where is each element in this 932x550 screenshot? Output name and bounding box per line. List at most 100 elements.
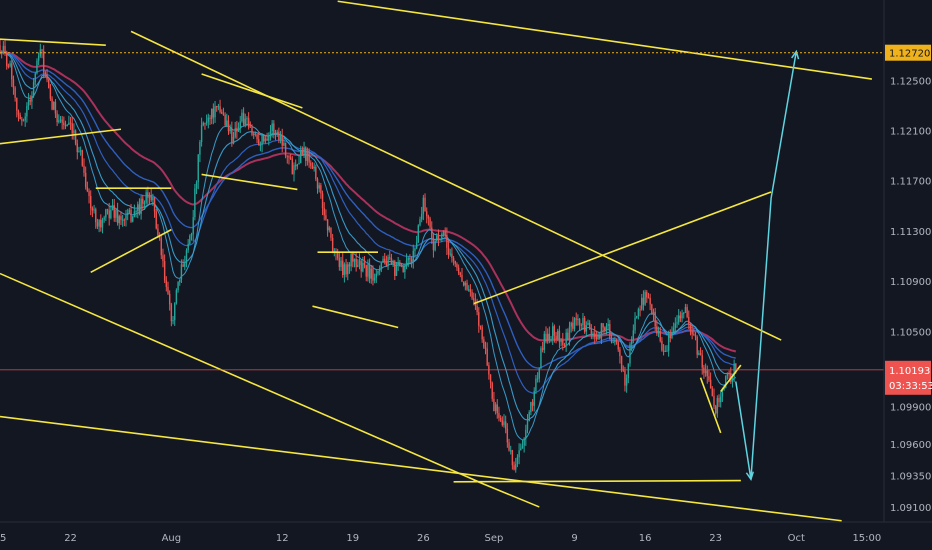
candle <box>659 326 661 343</box>
candle <box>647 292 650 299</box>
candle <box>600 322 603 344</box>
candle-body <box>602 323 604 328</box>
candle-body <box>338 258 341 267</box>
candle-body <box>212 108 215 118</box>
candle <box>84 166 87 190</box>
trendline[interactable] <box>473 479 540 508</box>
trendline[interactable] <box>130 30 782 341</box>
candle-body <box>604 327 606 331</box>
trendline[interactable] <box>337 0 873 80</box>
price-axis[interactable]: 1.12500 1.12100 1.11700 1.11300 1.10900 1.105… <box>883 0 932 550</box>
candle-body <box>414 248 416 251</box>
candle <box>377 270 379 276</box>
candle-body <box>4 45 6 53</box>
candle <box>546 328 549 344</box>
candle-body <box>565 332 567 346</box>
trendline[interactable] <box>201 73 303 109</box>
candle <box>63 116 65 130</box>
candle <box>256 134 258 144</box>
candle-body <box>683 312 685 314</box>
candle-body <box>609 323 611 339</box>
candle <box>654 307 656 332</box>
trendline[interactable] <box>453 479 741 483</box>
candle <box>140 195 142 220</box>
price-tick-label: 1.12100 <box>890 127 931 138</box>
candle-body <box>216 106 218 108</box>
candle-body <box>484 347 487 349</box>
candle <box>615 338 618 345</box>
trendline[interactable] <box>0 272 480 483</box>
candle-body <box>24 116 26 121</box>
candle-body <box>116 210 119 224</box>
candle-body <box>725 375 727 388</box>
candle-body <box>684 307 687 313</box>
candle-body <box>447 247 450 255</box>
trendline[interactable] <box>312 305 399 329</box>
candle-body <box>264 138 267 142</box>
trendline[interactable] <box>0 415 842 522</box>
projection-arrowhead <box>745 471 755 482</box>
projection-path[interactable] <box>735 51 798 480</box>
candle-body <box>390 258 393 265</box>
trendline[interactable] <box>699 377 722 434</box>
price-levels <box>0 52 884 371</box>
candle-body <box>557 330 559 340</box>
trendline[interactable] <box>0 38 106 46</box>
candle-body <box>730 373 732 381</box>
candle-body <box>326 219 329 231</box>
candle <box>553 324 556 343</box>
candle-body <box>163 261 166 281</box>
candle <box>184 255 186 271</box>
candle-body <box>636 316 638 318</box>
candle-body <box>422 197 425 214</box>
candle <box>504 415 507 434</box>
drawing-tools[interactable] <box>0 0 873 522</box>
candle-body <box>646 291 648 298</box>
candle-body <box>226 120 228 126</box>
candle-body <box>380 262 383 269</box>
candle <box>118 214 120 230</box>
candle <box>88 188 90 204</box>
candle-body <box>699 353 702 356</box>
trendline[interactable] <box>0 128 122 145</box>
trendline[interactable] <box>473 191 772 305</box>
candle <box>345 258 347 278</box>
trendline[interactable] <box>90 228 172 274</box>
candle <box>461 267 463 283</box>
candle-body <box>46 74 48 80</box>
candle-body <box>508 442 510 451</box>
candle-body <box>541 348 544 350</box>
candle <box>629 342 631 367</box>
candle <box>449 248 451 257</box>
time-axis[interactable]: 15 22 Aug 12 19 26 Sep 9 16 23 Oct 15:00 <box>0 521 932 544</box>
candle-body <box>597 335 599 340</box>
candle <box>563 342 566 348</box>
candle <box>86 181 89 193</box>
candle <box>261 133 263 153</box>
candle <box>205 114 208 126</box>
candle <box>378 265 381 276</box>
candle-body <box>254 133 257 135</box>
candle-body <box>300 151 302 164</box>
candle-body <box>283 142 285 146</box>
trendline[interactable] <box>201 173 298 191</box>
candle <box>0 50 3 59</box>
candle-body <box>661 340 663 351</box>
candle <box>733 359 735 383</box>
candle-body <box>214 106 216 118</box>
candle <box>29 95 31 106</box>
candle-body <box>242 112 245 125</box>
candle <box>545 326 547 344</box>
candle <box>263 134 265 144</box>
candle-body <box>506 428 509 443</box>
candle <box>311 162 314 170</box>
time-tick-label: 22 <box>64 533 77 544</box>
candle-body <box>120 216 122 220</box>
candle <box>258 132 260 146</box>
candle-body <box>343 264 346 275</box>
candle <box>32 77 35 98</box>
candle-body <box>493 398 495 411</box>
candle <box>420 206 423 223</box>
candle-body <box>464 282 467 286</box>
